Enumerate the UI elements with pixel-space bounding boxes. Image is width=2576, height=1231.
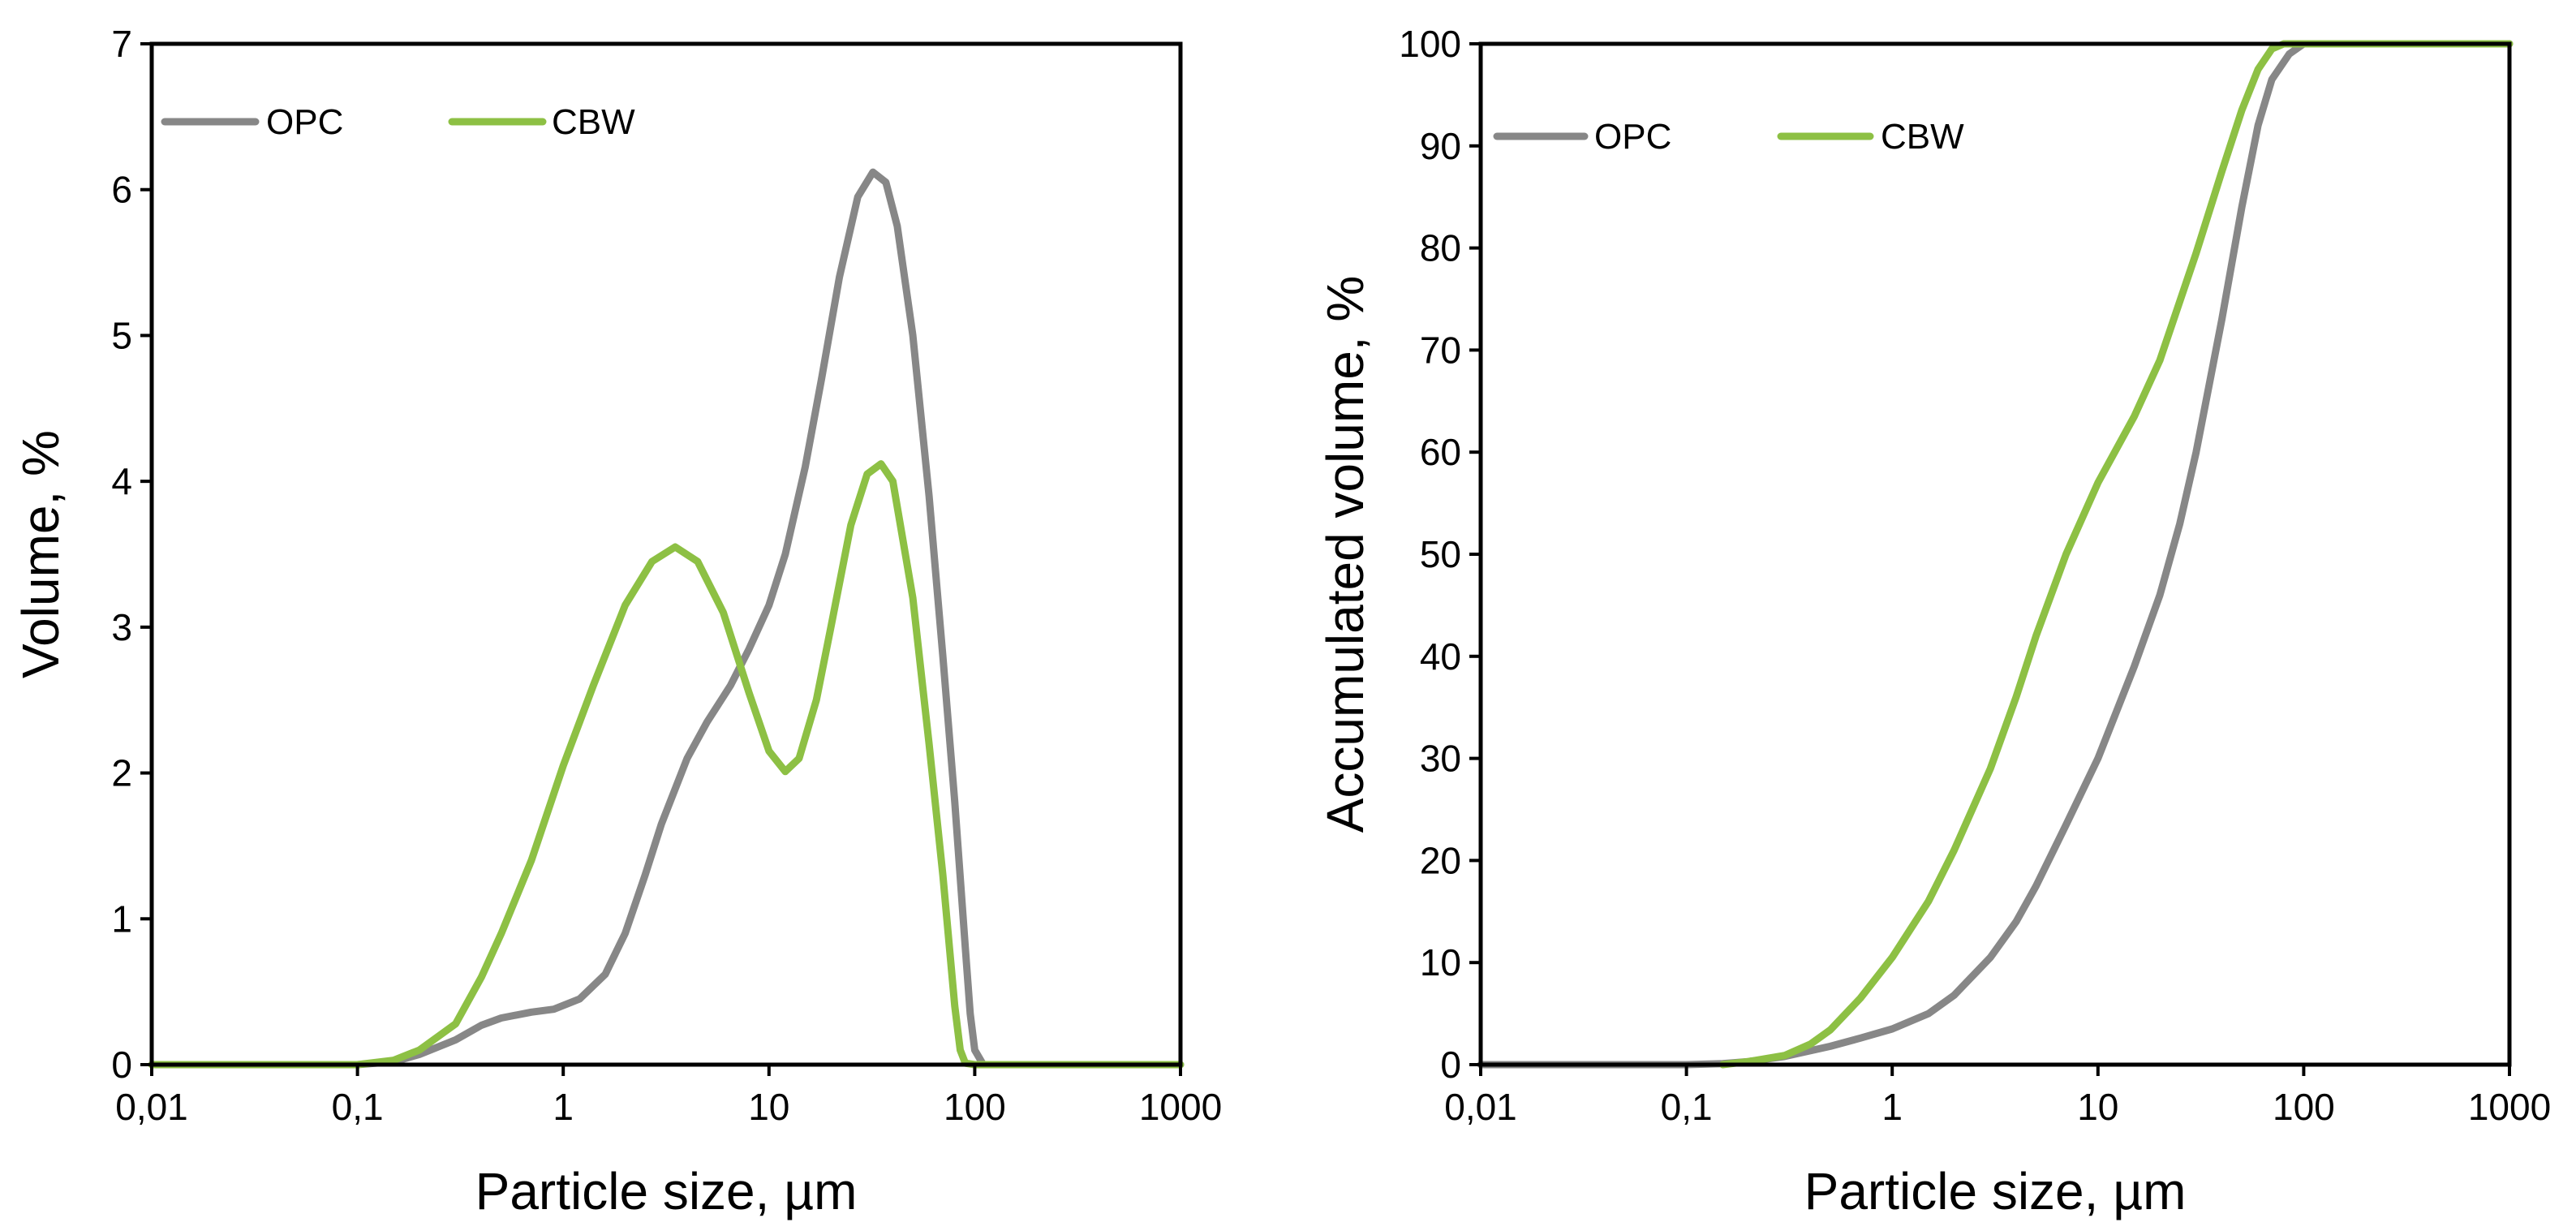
volume-series-cbw-line <box>148 460 1185 1069</box>
volume-x-axis: 0,01 0,1 1 10 100 1000 <box>115 1065 1222 1128</box>
volume-x-tick-label: 0,01 <box>115 1086 188 1128</box>
accumulated-y-tick-label: 20 <box>1420 839 1461 881</box>
volume-x-tick-label: 1 <box>553 1086 574 1128</box>
volume-y-axis-title: Volume, % <box>11 430 70 678</box>
accumulated-y-tick-label: 0 <box>1440 1044 1461 1086</box>
accumulated-x-tick-label: 0,1 <box>1661 1086 1713 1128</box>
accumulated-legend-cbw-label: CBW <box>1881 117 1964 157</box>
accumulated-y-tick-label: 60 <box>1420 431 1461 473</box>
volume-series-lines <box>148 168 1185 1069</box>
volume-y-tick-label: 6 <box>111 169 132 211</box>
accumulated-x-axis-title: Particle size, µm <box>1804 1162 2187 1220</box>
accumulated-x-axis: 0,01 0,1 1 10 100 1000 <box>1444 1065 2551 1128</box>
volume-y-tick-label: 1 <box>111 897 132 940</box>
accumulated-y-axis-title: Accumulated volume, % <box>1316 276 1374 833</box>
accumulated-volume-chart: 0 10 20 30 40 50 60 70 80 90 100 0,01 0,1 1 10 100 1000… <box>1316 23 2551 1220</box>
volume-x-tick-label: 100 <box>944 1086 1006 1128</box>
accumulated-x-tick-label: 100 <box>2273 1086 2335 1128</box>
accumulated-y-tick-label: 30 <box>1420 738 1461 780</box>
volume-x-axis-title: Particle size, µm <box>475 1162 858 1220</box>
accumulated-y-tick-label: 90 <box>1420 125 1461 167</box>
accumulated-x-tick-label: 1000 <box>2468 1086 2551 1128</box>
volume-series-opc-line <box>148 168 1185 1069</box>
volume-y-axis: 0 1 2 3 4 5 6 7 <box>111 23 152 1086</box>
accumulated-legend-opc-label: OPC <box>1594 117 1671 157</box>
volume-chart: 0 1 2 3 4 5 6 7 0,01 0,1 1 10 100 1000 Volume, % Par… <box>11 23 1222 1220</box>
volume-x-tick-label: 1000 <box>1139 1086 1222 1128</box>
accumulated-y-tick-label: 50 <box>1420 533 1461 575</box>
volume-y-tick-label: 0 <box>111 1044 132 1086</box>
volume-legend-opc-label: OPC <box>266 102 343 142</box>
volume-y-tick-label: 2 <box>111 752 132 794</box>
accumulated-y-tick-label: 40 <box>1420 635 1461 678</box>
accumulated-x-tick-label: 0,01 <box>1444 1086 1517 1128</box>
volume-y-tick-label: 7 <box>111 23 132 65</box>
volume-y-tick-label: 5 <box>111 314 132 356</box>
accumulated-y-axis: 0 10 20 30 40 50 60 70 80 90 100 <box>1399 23 1481 1086</box>
accumulated-y-tick-label: 10 <box>1420 941 1461 984</box>
volume-y-tick-label: 4 <box>111 460 132 502</box>
volume-legend-cbw-label: CBW <box>552 102 635 142</box>
volume-y-tick-label: 3 <box>111 606 132 648</box>
volume-plot-frame <box>149 41 1183 1067</box>
volume-x-tick-label: 0,1 <box>332 1086 384 1128</box>
accumulated-series-cbw-line <box>1718 40 2514 1069</box>
accumulated-series-lines <box>1477 40 2514 1069</box>
accumulated-legend: OPC CBW <box>1493 117 1964 157</box>
volume-legend: OPC CBW <box>161 102 635 142</box>
accumulated-x-tick-label: 1 <box>1881 1086 1903 1128</box>
volume-x-tick-label: 10 <box>748 1086 789 1128</box>
accumulated-x-tick-label: 10 <box>2077 1086 2118 1128</box>
accumulated-y-tick-label: 100 <box>1399 23 1461 65</box>
accumulated-y-tick-label: 70 <box>1420 329 1461 371</box>
accumulated-y-tick-label: 80 <box>1420 227 1461 269</box>
